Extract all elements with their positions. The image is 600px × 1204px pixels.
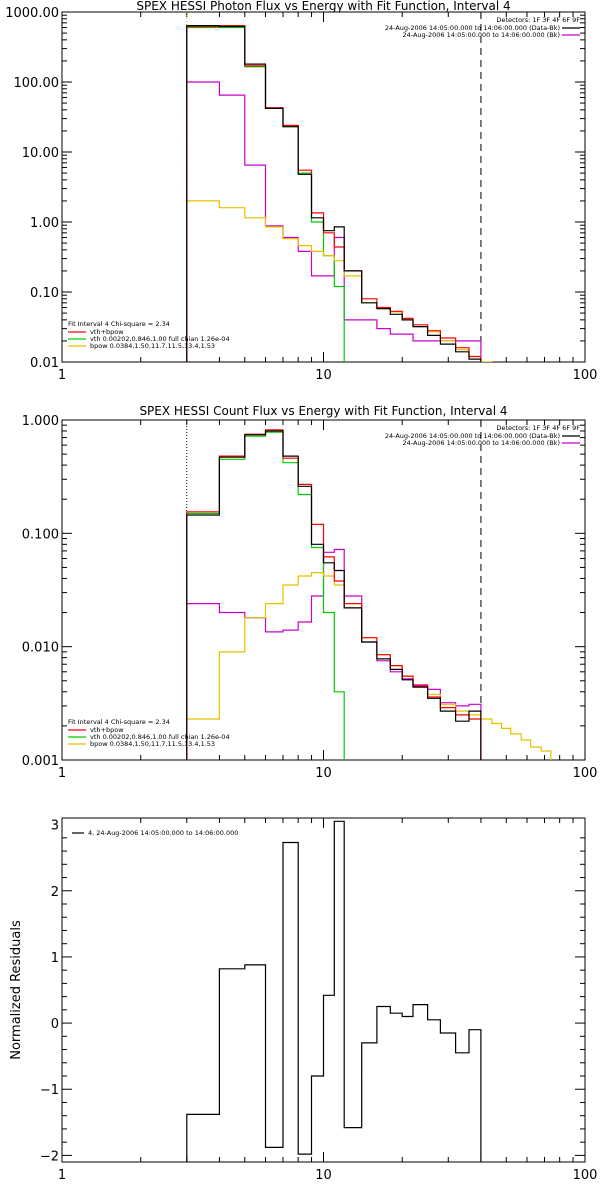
x-tick-label: 100 — [573, 368, 598, 383]
legend-entry-label: 24-Aug-2006 14:05:00.000 to 14:06:00.000… — [385, 432, 560, 440]
y-tick-label: 0.001 — [22, 754, 59, 769]
series-fit_total — [186, 429, 482, 760]
x-tick-label: 10 — [315, 1168, 332, 1183]
y-tick-label: −1 — [40, 1083, 59, 1098]
legend-detectors: Detectors: 1F 3F 4F 6F 9F — [496, 16, 580, 24]
legend-entry-label: 4, 24-Aug-2006 14:05:00.000 to 14:06:00.… — [88, 829, 238, 837]
legend-entry-label: bpow 0.0384,1.50,11.7,11.5,13.4,1.53 — [90, 342, 215, 350]
plot-frame — [61, 817, 586, 1163]
y-tick-label: 0 — [51, 1017, 59, 1032]
series-data_bk — [186, 820, 482, 1162]
y-tick-label: 0.10 — [30, 286, 59, 301]
x-tick-label: 10 — [315, 368, 332, 383]
series-group — [186, 420, 552, 760]
legend-entry-label: 24-Aug-2006 14:05:00.000 to 14:06:00.000… — [403, 31, 560, 39]
legend-entry-label: vth+bpow — [90, 328, 124, 336]
legend-fit-header: Fit Interval 4 Chi-square = 2.34 — [68, 718, 170, 726]
x-tick-label: 10 — [315, 766, 332, 781]
y-tick-label: 0.010 — [22, 641, 59, 656]
legend-detectors: Detectors: 1F 3F 4F 6F 9F — [496, 424, 580, 432]
photon-flux-panel: SPEX HESSI Photon Flux vs Energy with Fi… — [5, 0, 597, 383]
y-tick-label: 1000.00 — [5, 6, 59, 21]
y-tick-label: 3 — [51, 819, 59, 834]
legend-entry-label: vth 0.00202,0.846,1.00 full chian 1.26e-… — [90, 733, 230, 741]
legend-entry-label: bpow 0.0384,1.50,11.7,11.5,13.4,1.53 — [90, 740, 215, 748]
chart-title: SPEX HESSI Count Flux vs Energy with Fit… — [139, 404, 507, 418]
legend-fit-header: Fit Interval 4 Chi-square = 2.34 — [68, 320, 170, 328]
legend-entry-label: 24-Aug-2006 14:05:00.000 to 14:06:00.000… — [385, 24, 560, 32]
series-background — [186, 81, 482, 362]
y-tick-label: 0.100 — [22, 527, 59, 542]
count-flux-panel: SPEX HESSI Count Flux vs Energy with Fit… — [22, 404, 598, 781]
x-tick-label: 1 — [58, 368, 66, 383]
legend-entry-label: vth 0.00202,0.846,1.00 full chian 1.26e-… — [90, 335, 230, 343]
y-tick-label: 2 — [51, 885, 59, 900]
series-bpow — [186, 572, 552, 760]
x-tick-label: 1 — [58, 766, 66, 781]
x-tick-label: 100 — [573, 766, 598, 781]
y-tick-label: 1 — [51, 951, 59, 966]
y-tick-label: 0.01 — [30, 356, 59, 371]
x-tick-label: 100 — [573, 1168, 598, 1183]
residuals-panel: 1 10 100 −2 −1 0 1 2 3 Normalized Residuals 4, 24-… — [9, 817, 598, 1183]
y-tick-label: 100.00 — [14, 76, 60, 91]
series-data_bk — [186, 25, 482, 362]
y-tick-label: 10.00 — [22, 146, 59, 161]
legend-entry-label: vth+bpow — [90, 726, 124, 734]
series-bpow — [186, 200, 493, 362]
series-group — [186, 820, 482, 1162]
series-group — [186, 12, 493, 362]
y-axis-label: Normalized Residuals — [9, 920, 24, 1060]
y-tick-label: 1.00 — [30, 216, 59, 231]
plot-frame — [61, 11, 586, 363]
chart-title: SPEX HESSI Photon Flux vs Energy with Fi… — [136, 0, 510, 13]
y-tick-label: 1.000 — [22, 414, 59, 429]
series-data_bk — [186, 430, 482, 760]
legend-entry-label: 24-Aug-2006 14:05:00.000 to 14:06:00.000… — [403, 439, 560, 447]
series-fit_total — [186, 25, 482, 362]
series-vth — [186, 26, 345, 362]
x-tick-label: 1 — [58, 1168, 66, 1183]
y-tick-label: −2 — [40, 1149, 59, 1164]
